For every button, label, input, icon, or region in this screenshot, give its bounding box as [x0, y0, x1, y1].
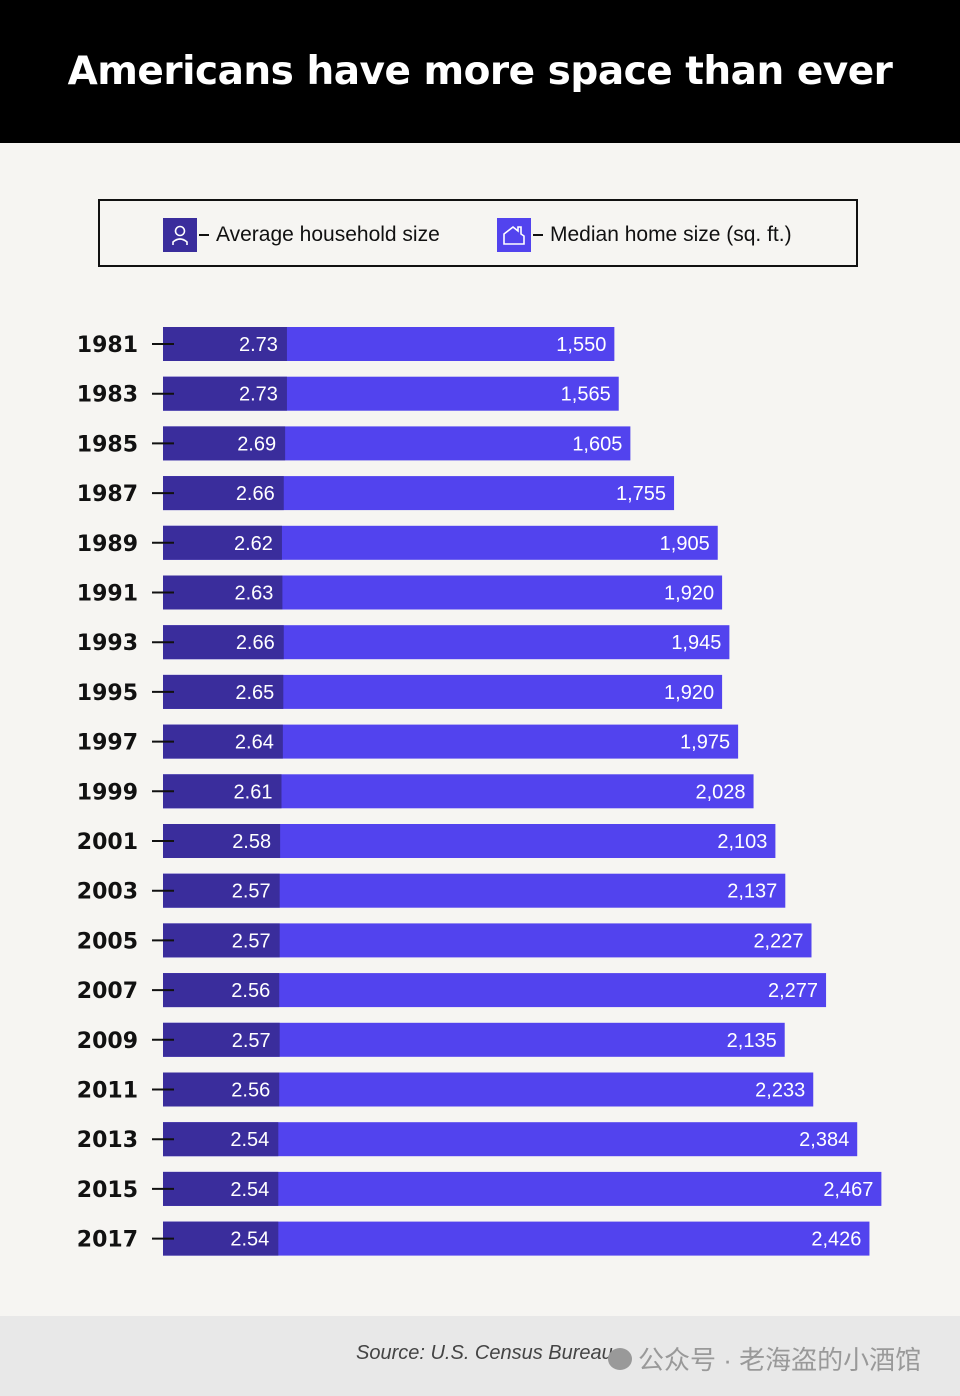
household-size-bar	[163, 625, 284, 660]
household-size-bar	[163, 774, 282, 809]
year-label: 1995	[77, 681, 138, 706]
legend-item-home: Median home size (sq. ft.)	[497, 218, 792, 252]
home-value-label: 2,028	[695, 781, 745, 803]
year-label: 1991	[77, 582, 138, 607]
year-label: 2009	[77, 1029, 138, 1054]
household-value-label: 2.61	[234, 781, 273, 803]
year-label: 2017	[77, 1228, 138, 1253]
year-label: 2001	[77, 830, 138, 855]
home-value-label: 2,277	[768, 980, 818, 1002]
home-value-label: 2,227	[753, 930, 803, 952]
year-label: 2011	[77, 1079, 138, 1104]
footer	[0, 1316, 960, 1396]
household-size-bar	[163, 525, 282, 560]
bar-chart: 1981 2.73 1,550 1983 2.73 1,565 1985 2.69 1,605 1…	[77, 327, 882, 1256]
household-value-label: 2.54	[230, 1129, 269, 1151]
home-value-label: 1,550	[556, 334, 606, 356]
household-value-label: 2.73	[239, 334, 278, 356]
household-value-label: 2.56	[231, 980, 270, 1002]
household-value-label: 2.57	[232, 930, 271, 952]
household-size-bar	[163, 1221, 279, 1256]
year-label: 1987	[77, 482, 138, 507]
legend-label-home: Median home size (sq. ft.)	[550, 223, 792, 246]
home-value-label: 2,233	[755, 1080, 805, 1102]
house-icon	[497, 218, 531, 252]
household-value-label: 2.64	[235, 732, 274, 754]
household-value-label: 2.54	[230, 1179, 269, 1201]
year-label: 1999	[77, 780, 138, 805]
home-value-label: 2,103	[717, 831, 767, 853]
household-value-label: 2.62	[234, 533, 273, 555]
legend: Average household size Median home size …	[98, 199, 858, 267]
household-value-label: 2.57	[232, 881, 271, 903]
home-value-label: 2,426	[811, 1229, 861, 1251]
household-size-bar	[163, 327, 287, 361]
year-label: 2013	[77, 1128, 138, 1153]
household-value-label: 2.58	[232, 831, 271, 853]
home-value-label: 2,384	[799, 1129, 849, 1151]
household-size-bar	[163, 376, 287, 411]
home-value-label: 1,905	[660, 533, 710, 555]
home-value-label: 2,137	[727, 881, 777, 903]
legend-item-household: Average household size	[163, 218, 440, 252]
home-size-bar	[163, 1221, 870, 1256]
household-size-bar	[163, 973, 280, 1008]
watermark: 公众号 · 老海盗的小酒馆	[608, 1340, 921, 1377]
household-size-bar	[163, 575, 283, 610]
home-value-label: 1,605	[572, 433, 622, 455]
home-size-bar	[163, 1171, 882, 1206]
year-label: 1983	[77, 383, 138, 408]
home-value-label: 1,755	[616, 483, 666, 505]
legend-dash	[533, 234, 543, 236]
household-size-bar	[163, 824, 281, 858]
year-label: 1985	[77, 432, 138, 457]
household-size-bar	[163, 1171, 279, 1206]
household-size-bar	[163, 1072, 280, 1107]
legend-label-household: Average household size	[216, 223, 440, 246]
home-value-label: 1,975	[680, 732, 730, 754]
household-size-bar	[163, 426, 286, 461]
person-icon	[163, 218, 197, 252]
household-size-bar	[163, 873, 280, 908]
wechat-icon	[608, 1347, 632, 1370]
home-value-label: 1,945	[671, 632, 721, 654]
home-value-label: 1,920	[664, 682, 714, 704]
household-value-label: 2.54	[230, 1229, 269, 1251]
chart-title: Americans have more space than ever	[67, 49, 893, 94]
household-value-label: 2.66	[236, 632, 275, 654]
household-value-label: 2.73	[239, 384, 278, 406]
year-label: 1989	[77, 532, 138, 557]
year-label: 2015	[77, 1178, 138, 1203]
household-size-bar	[163, 1122, 279, 1157]
household-size-bar	[163, 476, 284, 511]
year-label: 1993	[77, 631, 138, 656]
legend-dash	[199, 234, 209, 236]
header: Americans have more space than ever	[0, 0, 960, 143]
watermark-text: 公众号 · 老海盗的小酒馆	[638, 1345, 922, 1375]
household-value-label: 2.56	[231, 1080, 270, 1102]
year-label: 2007	[77, 979, 138, 1004]
year-label: 2003	[77, 880, 138, 905]
home-size-bar	[163, 1122, 858, 1157]
year-label: 1997	[77, 731, 138, 756]
household-value-label: 2.63	[234, 583, 273, 605]
household-value-label: 2.69	[237, 433, 276, 455]
home-value-label: 2,467	[823, 1179, 873, 1201]
household-size-bar	[163, 1022, 280, 1057]
household-value-label: 2.66	[236, 483, 275, 505]
household-size-bar	[163, 923, 280, 958]
home-value-label: 2,135	[727, 1030, 777, 1052]
household-value-label: 2.57	[232, 1030, 271, 1052]
source-note: Source: U.S. Census Bureau	[356, 1342, 613, 1364]
home-value-label: 1,565	[561, 384, 611, 406]
household-size-bar	[163, 674, 284, 709]
household-value-label: 2.65	[235, 682, 274, 704]
year-label: 2005	[77, 929, 138, 954]
household-size-bar	[163, 724, 283, 759]
home-value-label: 1,920	[664, 583, 714, 605]
year-label: 1981	[77, 333, 138, 358]
